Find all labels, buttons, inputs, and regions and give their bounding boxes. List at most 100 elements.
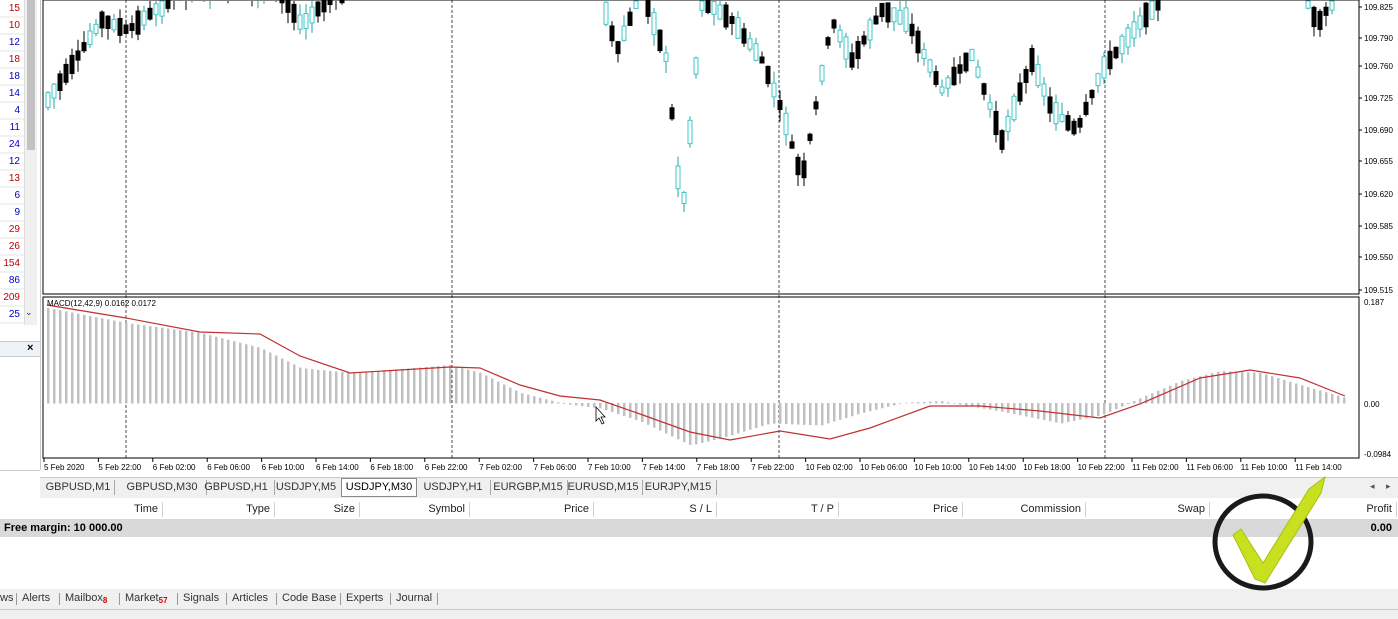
spread-value[interactable]: 154 (3, 258, 20, 269)
candlestick-series (45, 0, 1335, 212)
terminal-tab[interactable]: Articles (232, 592, 269, 604)
spread-value[interactable]: 24 (8, 139, 20, 150)
notification-badge: 8 (102, 596, 108, 605)
column-divider[interactable] (162, 502, 163, 517)
spread-value[interactable]: 29 (8, 224, 20, 235)
price-tick-label: 109.790 (1364, 34, 1393, 43)
column-divider[interactable] (593, 502, 594, 517)
chart-tab-bar: GBPUSD,M1 GBPUSD,M30 GBPUSD,H1 USDJPY,M5 USD… (40, 477, 1398, 498)
tab-divider (276, 593, 277, 605)
free-margin-row[interactable]: Free margin: 10 000.00 0.00 (0, 520, 1398, 537)
terminal-tab[interactable]: Code Base (282, 592, 337, 604)
tab-divider (340, 593, 341, 605)
macd-indicator-label: MACD(12,42,9) 0.0162 0.0172 (47, 299, 157, 308)
column-divider[interactable] (962, 502, 963, 517)
macd-tick-label: 0.00 (1364, 400, 1380, 409)
close-icon[interactable]: × (27, 342, 34, 354)
column-divider[interactable] (716, 502, 717, 517)
time-axis: 5 Feb 2020 5 Feb 22:00 6 Feb 02:00 6 Feb 06… (43, 458, 1342, 472)
spread-value[interactable]: 12 (8, 37, 20, 48)
time-tick-label: 7 Feb 14:00 (642, 463, 685, 472)
profit-total: 0.00 (1370, 522, 1392, 534)
chart-tab[interactable]: EURUSD,M15 (564, 480, 643, 495)
price-chart[interactable]: 109.825 109.790 109.760 109.725 109.690 109.6… (0, 0, 1398, 478)
triangle-right-icon[interactable]: ▸ (1386, 481, 1391, 491)
time-tick-label: 6 Feb 18:00 (370, 463, 413, 472)
column-header[interactable]: Symbol (428, 503, 465, 515)
column-header[interactable]: Commission (1020, 503, 1081, 515)
chart-tab[interactable]: USDJPY,H1 (416, 480, 491, 495)
tab-divider (16, 593, 17, 605)
price-tick-label: 109.825 (1364, 3, 1393, 12)
chart-tab[interactable]: GBPUSD,M30 (118, 480, 207, 495)
price-tick-label: 109.585 (1364, 222, 1393, 231)
column-divider[interactable] (469, 502, 470, 517)
market-watch-panel: 15 10 12 18 18 14 4 11 24 12 13 6 9 29 26 154 86 209 25 ⌄ … (0, 0, 41, 471)
time-tick-label: 10 Feb 14:00 (969, 463, 1017, 472)
spread-value[interactable]: 9 (14, 207, 20, 218)
terminal-tab[interactable]: Journal (396, 592, 433, 604)
chart-tab[interactable]: EURGBP,M15 (489, 480, 568, 495)
column-divider[interactable] (1209, 502, 1210, 517)
chart-tab[interactable]: EURJPY,M15 (640, 480, 717, 495)
terminal-tab[interactable]: Experts (346, 592, 384, 604)
spread-value[interactable]: 11 (9, 122, 20, 133)
column-header[interactable]: Price (563, 503, 589, 515)
price-tick-label: 109.655 (1364, 157, 1393, 166)
time-tick-label: 11 Feb 06:00 (1186, 463, 1233, 472)
column-header[interactable]: Type (246, 503, 270, 515)
chevron-down-icon[interactable]: ⌄ (25, 307, 33, 317)
column-divider[interactable] (1396, 502, 1397, 517)
terminal-tab[interactable]: Mailbox8 (65, 592, 108, 605)
market-watch-grid (0, 16, 24, 324)
column-header[interactable]: Size (333, 503, 355, 515)
spread-value[interactable]: 26 (8, 241, 20, 252)
terminal-tab[interactable]: Signals (183, 592, 220, 604)
column-divider[interactable] (359, 502, 360, 517)
spread-value[interactable]: 15 (8, 3, 20, 14)
terminal-tab[interactable]: Alerts (22, 592, 51, 604)
time-tick-label: 7 Feb 06:00 (534, 463, 577, 472)
spread-value[interactable]: 14 (8, 88, 20, 99)
column-divider[interactable] (838, 502, 839, 517)
chart-tab[interactable]: GBPUSD,M1 (42, 480, 115, 495)
spread-value[interactable]: 12 (8, 156, 20, 167)
spread-value[interactable]: 6 (14, 190, 20, 201)
chart-tab[interactable]: USDJPY,M30 (341, 478, 417, 497)
column-header[interactable]: T / P (810, 503, 834, 515)
column-header[interactable]: Profit (1366, 503, 1392, 515)
time-tick-label: 10 Feb 18:00 (1023, 463, 1071, 472)
terminal-tab[interactable]: Market57 (125, 592, 168, 605)
terminal-tab[interactable]: ws (0, 592, 14, 604)
check-mark-logo-icon (1212, 475, 1326, 591)
time-tick-label: 11 Feb 10:00 (1241, 463, 1288, 472)
column-header[interactable]: Time (133, 503, 158, 515)
time-tick-label: 6 Feb 10:00 (262, 463, 305, 472)
spread-value[interactable]: 10 (8, 20, 20, 31)
free-margin-label: Free margin: 10 000.00 (4, 522, 123, 534)
chart-tab[interactable]: USDJPY,M5 (270, 480, 343, 495)
mouse-cursor-icon (595, 405, 606, 425)
market-watch-scrollbar[interactable] (24, 0, 37, 325)
spread-value[interactable]: 18 (8, 71, 20, 82)
price-tick-label: 109.550 (1364, 253, 1393, 262)
triangle-left-icon[interactable]: ◂ (1370, 481, 1375, 491)
spread-value[interactable]: 4 (14, 105, 20, 116)
chart-tab[interactable]: GBPUSD,H1 (198, 480, 275, 495)
column-header[interactable]: Swap (1177, 503, 1205, 515)
spread-value[interactable]: 25 (8, 309, 20, 320)
price-tick-label: 109.760 (1364, 62, 1393, 71)
column-header[interactable]: S / L (689, 503, 712, 515)
spread-value[interactable]: 13 (8, 173, 20, 184)
column-divider[interactable] (274, 502, 275, 517)
column-divider[interactable] (1085, 502, 1086, 517)
price-tick-label: 109.690 (1364, 126, 1393, 135)
time-tick-label: 6 Feb 06:00 (207, 463, 250, 472)
scrollbar-thumb[interactable] (27, 0, 35, 150)
time-tick-label: 5 Feb 22:00 (98, 463, 141, 472)
column-header[interactable]: Price (932, 503, 958, 515)
spread-value[interactable]: 86 (8, 275, 20, 286)
spread-value[interactable]: 209 (3, 292, 20, 303)
spread-value[interactable]: 18 (8, 54, 20, 65)
tab-divider (390, 593, 391, 605)
